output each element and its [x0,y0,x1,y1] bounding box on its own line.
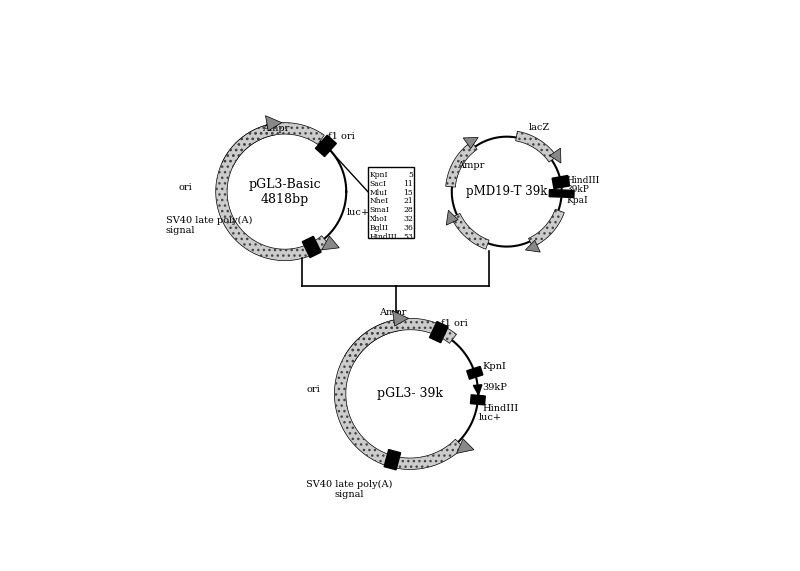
Text: NheI: NheI [370,198,389,206]
Text: pMD19-T 39k: pMD19-T 39k [466,185,547,198]
Polygon shape [216,123,329,260]
Polygon shape [451,214,489,249]
Text: 39kP: 39kP [482,384,507,392]
Text: luc+: luc+ [478,413,502,422]
Text: 11: 11 [403,180,413,188]
Text: 21: 21 [403,198,413,206]
Polygon shape [302,236,321,258]
Text: KpaI: KpaI [566,196,588,205]
Text: HindIII: HindIII [566,176,599,185]
Text: 39kP: 39kP [566,185,589,194]
Polygon shape [516,131,557,162]
Polygon shape [393,311,409,326]
Text: pGL3- 39k: pGL3- 39k [377,387,443,400]
Polygon shape [463,138,478,148]
Text: 36: 36 [403,224,413,232]
Text: HindIII: HindIII [370,232,398,240]
Text: Ampr: Ampr [378,308,406,317]
Text: 28: 28 [403,206,413,214]
Text: ori: ori [178,183,192,192]
Text: Ampr: Ampr [262,124,290,134]
Text: KpnI: KpnI [370,171,388,179]
Polygon shape [457,439,474,453]
Text: f1 ori: f1 ori [441,319,468,328]
Polygon shape [266,116,282,131]
Text: MluI: MluI [370,188,387,196]
Text: 53: 53 [403,232,413,240]
Polygon shape [446,142,477,187]
Polygon shape [474,385,482,395]
Polygon shape [552,175,570,188]
Polygon shape [345,319,401,362]
Text: Ampr: Ampr [458,161,485,170]
Text: SmaI: SmaI [370,206,390,214]
Text: luc+: luc+ [347,208,370,217]
Polygon shape [529,209,564,247]
Text: BglII: BglII [370,224,389,232]
Polygon shape [446,210,458,225]
Polygon shape [322,236,339,250]
Text: 15: 15 [403,188,413,196]
Polygon shape [315,135,336,156]
Polygon shape [384,449,401,470]
Text: SV40 late poly(A)
signal: SV40 late poly(A) signal [306,480,393,499]
Polygon shape [430,321,448,343]
Text: 32: 32 [403,215,413,223]
Text: 5: 5 [408,171,413,179]
Polygon shape [334,318,463,469]
Polygon shape [222,124,274,167]
Text: lacZ: lacZ [529,123,550,132]
Polygon shape [466,367,483,379]
Polygon shape [550,148,561,163]
Text: SacI: SacI [370,180,386,188]
Polygon shape [470,395,486,405]
Polygon shape [526,240,540,252]
Text: pGL3-Basic
4818bp: pGL3-Basic 4818bp [248,178,321,206]
Text: HindIII: HindIII [482,404,518,413]
FancyBboxPatch shape [368,167,414,238]
Text: f1 ori: f1 ori [328,131,355,140]
Text: XhoI: XhoI [370,215,387,223]
Text: SV40 late poly(A)
signal: SV40 late poly(A) signal [166,216,252,235]
Polygon shape [550,190,574,198]
Text: KpnI: KpnI [482,361,506,371]
Text: ori: ori [306,385,320,394]
